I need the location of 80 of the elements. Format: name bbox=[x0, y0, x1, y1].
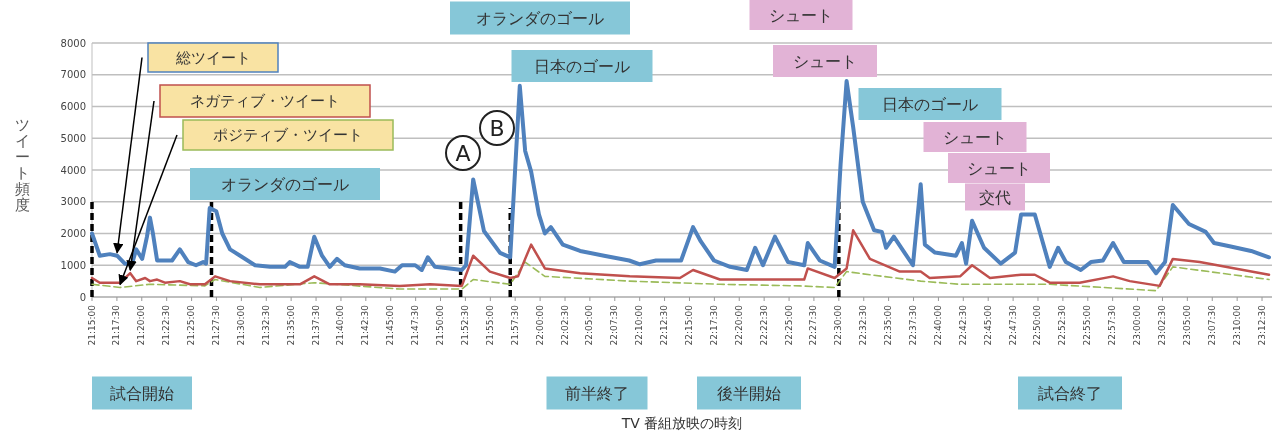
x-axis-title: TV 番組放映の時刻 bbox=[620, 415, 743, 431]
x-tick-label: 21:27:30 bbox=[210, 304, 221, 346]
x-tick-label: 21:22:30 bbox=[161, 304, 172, 346]
x-tick-label: 22:32:30 bbox=[858, 304, 869, 346]
x-tick-label: 21:52:30 bbox=[459, 304, 470, 346]
text: 試合終了 bbox=[1038, 384, 1102, 403]
text: 試合開始 bbox=[110, 384, 174, 403]
x-tick-label: 23:05:00 bbox=[1181, 304, 1192, 346]
annotation: オランダのゴール bbox=[221, 175, 349, 194]
x-tick-label: 21:32:30 bbox=[260, 304, 271, 346]
y-tick-label: 2000 bbox=[60, 228, 86, 239]
x-tick-label: 21:30:00 bbox=[235, 304, 246, 346]
text: 前半終了 bbox=[565, 384, 629, 403]
x-tick-label: 21:20:00 bbox=[136, 304, 147, 346]
x-tick-label: 22:35:00 bbox=[883, 304, 894, 346]
x-tick-label: 22:25:00 bbox=[783, 304, 794, 346]
annotation: 日本のゴール bbox=[882, 95, 978, 114]
annotation: A bbox=[455, 141, 471, 166]
x-tick-label: 21:37:30 bbox=[310, 304, 321, 346]
x-tick-label: 21:50:00 bbox=[435, 304, 445, 346]
x-tick-label: 21:35:00 bbox=[285, 304, 296, 346]
x-tick-label: 21:15:00 bbox=[86, 304, 97, 346]
y-axis-title: ツイート頻度 bbox=[14, 116, 30, 214]
x-tick-label: 21:40:00 bbox=[335, 304, 346, 346]
x-tick-label: 22:17:30 bbox=[708, 304, 719, 346]
x-tick-label: 21:55:00 bbox=[484, 304, 495, 346]
x-tick-label: 22:57:30 bbox=[1107, 304, 1118, 346]
x-tick-label: 22:07:30 bbox=[609, 304, 620, 346]
annotation: 交代 bbox=[979, 188, 1011, 207]
x-tick-label: 23:00:00 bbox=[1132, 304, 1143, 346]
x-tick-label: 21:57:30 bbox=[509, 304, 520, 346]
x-tick-label: 23:10:00 bbox=[1231, 304, 1242, 346]
line-series bbox=[91, 261, 1270, 292]
line-series bbox=[90, 79, 1272, 276]
x-tick-label: 23:02:30 bbox=[1156, 304, 1167, 346]
x-tick-label: 21:42:30 bbox=[360, 304, 371, 346]
x-tick-label: 22:42:30 bbox=[957, 304, 968, 346]
x-tick-label: 22:40:00 bbox=[932, 304, 943, 346]
text: 後半開始 bbox=[717, 384, 781, 403]
x-tick-label: 22:55:00 bbox=[1082, 304, 1093, 346]
y-tick-label: 5000 bbox=[60, 132, 86, 144]
text: シュート bbox=[769, 6, 833, 25]
x-tick-label: 21:45:00 bbox=[385, 304, 396, 346]
x-tick-label: 23:07:30 bbox=[1206, 304, 1217, 346]
x-tick-label: 22:05:00 bbox=[584, 304, 595, 346]
x-tick-label: 22:02:30 bbox=[559, 304, 570, 346]
y-tick-label: 7000 bbox=[60, 69, 86, 81]
x-tick-label: 22:10:00 bbox=[634, 304, 645, 346]
y-tick-label: 1000 bbox=[60, 259, 86, 271]
x-tick-label: 22:00:00 bbox=[534, 304, 545, 346]
x-tick-label: 21:17:30 bbox=[111, 304, 122, 346]
x-tick-label: 22:47:30 bbox=[1007, 304, 1018, 346]
x-tick-label: 22:52:30 bbox=[1057, 304, 1068, 346]
x-tick-label: 22:12:30 bbox=[659, 304, 670, 346]
x-tick-label: 22:45:00 bbox=[982, 304, 993, 346]
x-tick-label: 22:15:00 bbox=[683, 304, 694, 346]
annotation: 日本のゴール bbox=[534, 57, 630, 76]
x-tick-label: 22:22:30 bbox=[758, 304, 769, 346]
annotation: シュート bbox=[967, 159, 1031, 178]
annotation: シュート bbox=[793, 52, 857, 71]
annotation: B bbox=[489, 116, 505, 141]
line-series bbox=[90, 229, 1271, 288]
text: ポジティブ・ツイート bbox=[213, 126, 363, 144]
annotation: シュート bbox=[943, 128, 1007, 147]
x-tick-label: 22:37:30 bbox=[908, 304, 919, 346]
y-tick-label: 6000 bbox=[60, 101, 86, 112]
x-tick-label: 22:20:00 bbox=[733, 304, 744, 346]
x-tick-label: 21:25:00 bbox=[186, 304, 197, 346]
x-tick-label: 23:12:30 bbox=[1256, 304, 1267, 346]
y-tick-label: 3000 bbox=[60, 196, 86, 208]
x-tick-label: 22:27:30 bbox=[808, 304, 819, 346]
x-tick-label: 22:50:00 bbox=[1032, 304, 1043, 346]
y-tick-label: 8000 bbox=[60, 37, 86, 49]
y-tick-label: 4000 bbox=[60, 164, 86, 176]
text: オランダのゴール bbox=[476, 9, 604, 28]
x-tick-label: 22:30:00 bbox=[833, 304, 844, 346]
y-tick-label: 0 bbox=[79, 291, 86, 303]
text: ネガティブ・ツイート bbox=[190, 92, 340, 110]
x-tick-label: 21:47:30 bbox=[410, 304, 421, 346]
text: 総ツイート bbox=[174, 48, 251, 67]
